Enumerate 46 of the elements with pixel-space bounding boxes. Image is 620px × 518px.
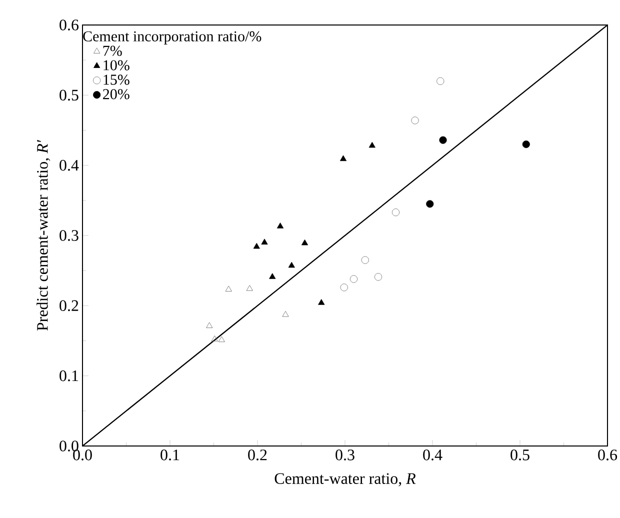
point xyxy=(350,275,358,283)
point xyxy=(211,336,218,342)
x-tick-label: 0.5 xyxy=(510,450,530,460)
point xyxy=(246,285,253,291)
point xyxy=(276,222,284,228)
point xyxy=(253,242,260,249)
point xyxy=(288,262,295,268)
x-tick-label: 0.0 xyxy=(73,450,92,460)
y-tick-label: 0.5 xyxy=(60,90,78,101)
point xyxy=(439,136,447,144)
y-tick-label: 0.6 xyxy=(60,20,79,30)
point xyxy=(368,142,376,148)
legend-label: 7% xyxy=(103,46,122,56)
point xyxy=(436,77,444,85)
point xyxy=(301,239,308,246)
point xyxy=(318,299,325,305)
x-tick-label: 0.3 xyxy=(336,450,354,460)
y-tick-label: 0.0 xyxy=(60,440,78,452)
y-tick-label: 0.1 xyxy=(60,370,78,382)
point xyxy=(361,256,369,264)
point xyxy=(206,322,213,328)
legend-label: 10% xyxy=(104,60,130,70)
point xyxy=(411,116,419,124)
point xyxy=(218,336,225,342)
x-tick-label: 0.4 xyxy=(423,450,442,460)
point xyxy=(340,155,347,162)
x-tick-label: 0.1 xyxy=(160,450,180,460)
point xyxy=(374,273,382,281)
y-axis-title: Predict cement-water ratio, R′ xyxy=(36,140,50,331)
legend-title: Cement incorporation ratio/% xyxy=(83,31,262,44)
y-tick-label: 0.2 xyxy=(60,300,78,312)
y-tick-label: 0.3 xyxy=(60,230,78,241)
point xyxy=(392,208,400,216)
legend-label: 20% xyxy=(103,89,130,100)
point xyxy=(522,140,530,148)
point xyxy=(340,284,348,292)
legend-label: 15% xyxy=(104,74,130,85)
point xyxy=(261,238,268,245)
point xyxy=(269,273,276,279)
point xyxy=(282,311,289,317)
x-tick-label: 0.6 xyxy=(598,450,618,460)
x-tick-label: 0.2 xyxy=(248,450,267,460)
y-tick-label: 0.4 xyxy=(60,160,79,171)
point xyxy=(426,200,434,208)
point xyxy=(225,286,232,292)
x-axis-title: Cement-water ratio, R xyxy=(274,473,416,486)
